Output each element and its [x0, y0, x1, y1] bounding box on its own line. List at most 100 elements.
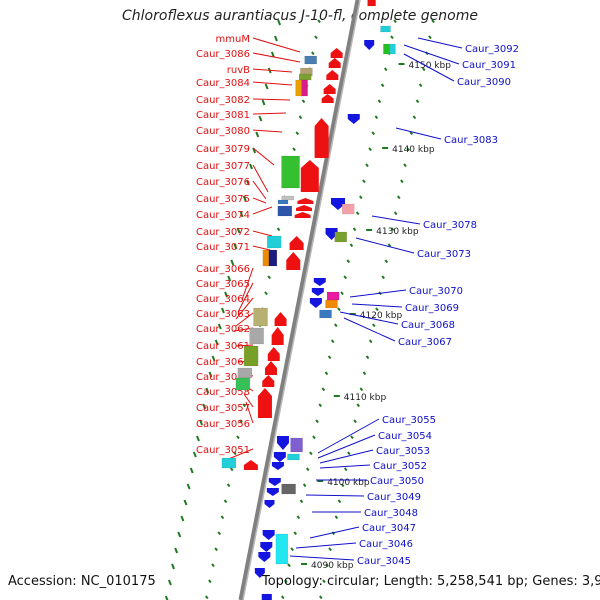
- scale-tick-outer-right: [356, 403, 361, 408]
- kbp-tick-label: 4130 kbp: [376, 227, 419, 237]
- scale-tick-outer-left: [208, 371, 213, 378]
- scale-tick-left: [242, 403, 247, 408]
- scale-tick-outer-right: [415, 99, 420, 104]
- reverse-gene-arrow: [262, 530, 275, 540]
- gene-block: [237, 367, 253, 379]
- forward-gene-arrow: [243, 460, 258, 470]
- left-gene-label: Caur_3076: [196, 177, 250, 188]
- gene-block: [295, 79, 302, 97]
- scale-tick-outer-left: [192, 451, 197, 458]
- scale-tick-left: [236, 435, 240, 440]
- gene-block: [383, 43, 390, 55]
- scale-tick-outer-left: [167, 579, 172, 586]
- scale-tick-left: [223, 499, 228, 504]
- left-leader-line: [252, 81, 293, 86]
- genome-axis-highlight: [242, 0, 361, 600]
- scale-tick-outer-right: [347, 451, 351, 456]
- forward-gene-arrow: [267, 347, 280, 361]
- scale-tick-outer-right: [375, 307, 379, 312]
- scale-tick-outer-left: [211, 355, 216, 362]
- scale-tick-right: [337, 307, 341, 312]
- scale-tick-outer-right: [334, 515, 339, 520]
- right-gene-label: Caur_3083: [444, 135, 498, 146]
- left-gene-label: Caur_3059: [196, 372, 250, 383]
- reverse-gene-arrow: [260, 542, 273, 552]
- right-gene-label: Caur_3048: [364, 508, 418, 519]
- scale-tick-outer-right: [381, 275, 385, 280]
- scale-tick-outer-right: [325, 563, 329, 568]
- scale-tick-left: [217, 531, 222, 536]
- right-gene-label: Caur_3049: [367, 492, 421, 503]
- scale-tick-outer-right: [409, 131, 414, 136]
- left-leader-line: [235, 312, 254, 327]
- scale-tick-outer-right: [396, 195, 401, 200]
- scale-tick-outer-left: [230, 259, 235, 266]
- reverse-gene-arrow: [347, 114, 360, 124]
- scale-tick-right: [334, 323, 338, 328]
- scale-tick-right: [324, 371, 329, 376]
- right-leader-line: [317, 418, 380, 454]
- left-gene-label: Caur_3077: [196, 161, 250, 172]
- forward-gene-arrow: [271, 327, 284, 345]
- gene-block: [367, 0, 376, 7]
- left-gene-label: Caur_3065: [196, 279, 250, 290]
- scale-tick-right: [352, 227, 357, 232]
- scale-tick-right: [340, 291, 344, 296]
- scale-tick-outer-left: [274, 35, 278, 42]
- gene-block: [301, 79, 308, 97]
- scale-tick-outer-right: [431, 19, 435, 24]
- left-gene-label: Caur_3051: [196, 445, 250, 456]
- left-leader-line: [252, 37, 301, 53]
- scale-tick-outer-left: [242, 195, 247, 202]
- scale-tick-outer-right: [337, 499, 342, 504]
- reverse-gene-arrow: [364, 40, 375, 50]
- scale-tick-outer-left: [183, 499, 188, 506]
- gene-block: [281, 483, 296, 495]
- scale-tick-outer-left: [180, 515, 185, 522]
- right-gene-label: Caur_3067: [398, 337, 452, 348]
- scale-tick-outer-right: [418, 83, 423, 88]
- scale-tick-outer-right: [340, 483, 345, 488]
- left-gene-label: Caur_3058: [196, 387, 250, 398]
- right-leader-line: [351, 303, 403, 308]
- gene-block: [281, 155, 300, 189]
- scale-tick-right: [312, 435, 316, 440]
- right-gene-label: Caur_3068: [401, 320, 455, 331]
- reverse-gene-arrow: [325, 228, 338, 240]
- right-leader-line: [349, 289, 407, 298]
- scale-tick-right: [374, 115, 379, 120]
- scale-tick-right: [330, 339, 335, 344]
- topology-text: Topology: circular; Length: 5,258,541 bp…: [262, 574, 600, 589]
- scale-tick-outer-right: [421, 67, 426, 72]
- forward-gene-arrow: [294, 212, 311, 218]
- scale-tick-right: [302, 483, 307, 488]
- scale-tick-outer-right: [328, 547, 332, 552]
- reverse-gene-arrow: [268, 478, 281, 486]
- scale-tick-outer-left: [245, 179, 250, 186]
- kbp-tick-label: 4100 kbp: [327, 478, 370, 488]
- right-gene-label: Caur_3078: [423, 220, 477, 231]
- forward-gene-arrow: [321, 94, 334, 103]
- gene-block: [268, 249, 278, 267]
- forward-gene-arrow: [265, 361, 278, 375]
- left-gene-label: Caur_3071: [196, 242, 250, 253]
- scale-tick-outer-left: [171, 563, 175, 570]
- left-gene-label: Caur_3082: [196, 95, 250, 106]
- left-leader-line: [252, 197, 267, 204]
- right-gene-label: Caur_3055: [382, 415, 436, 426]
- scale-tick-outer-right: [359, 387, 364, 392]
- scale-tick-outer-right: [428, 35, 432, 40]
- scale-tick-outer-left: [233, 243, 238, 250]
- scale-tick-right: [327, 355, 332, 360]
- left-leader-line: [235, 344, 254, 347]
- scale-tick-outer-left: [177, 531, 182, 538]
- gene-block: [304, 55, 317, 65]
- gene-block: [298, 73, 312, 81]
- gene-block: [243, 345, 259, 367]
- left-leader-line: [243, 393, 254, 408]
- scale-tick-outer-left: [186, 483, 191, 490]
- right-gene-label: Caur_3092: [465, 44, 519, 55]
- gene-block: [341, 203, 355, 215]
- scale-tick-right: [346, 259, 351, 264]
- forward-gene-arrow: [274, 312, 287, 326]
